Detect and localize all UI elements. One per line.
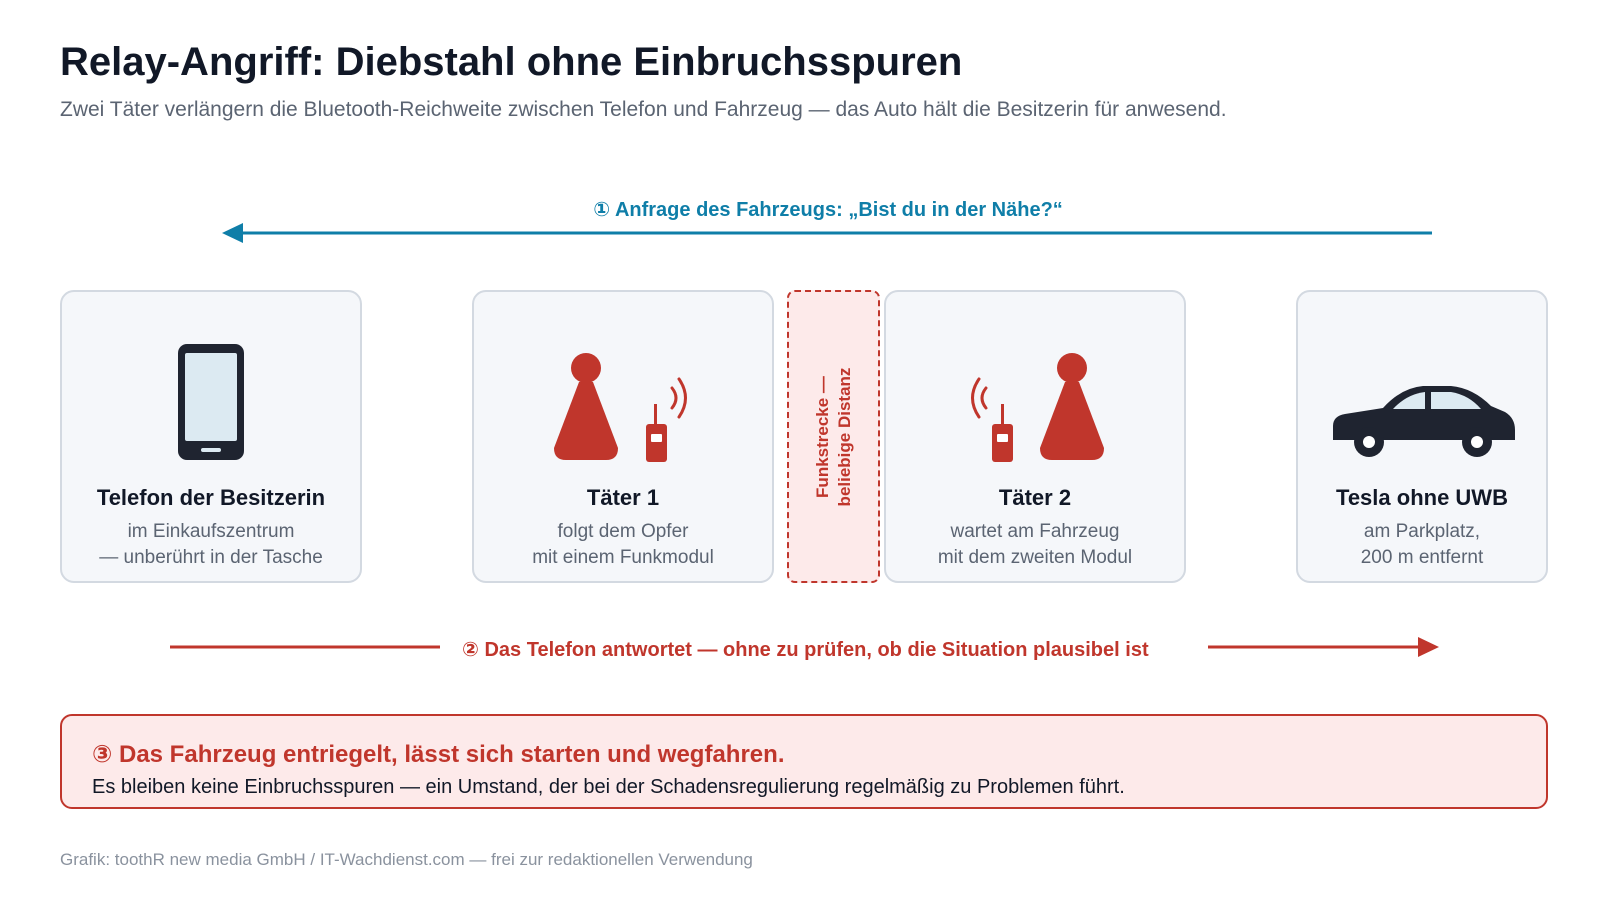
radio-module-icon xyxy=(992,404,1013,462)
phone-card-title: Telefon der Besitzerin xyxy=(96,485,326,510)
radio-module-icon xyxy=(646,404,667,462)
attacker1-card-line2: mit einem Funkmodul xyxy=(532,547,714,568)
car-card-title: Tesla ohne UWB xyxy=(1336,485,1508,510)
result-box: ③ Das Fahrzeug entriegelt, lässt sich st… xyxy=(60,714,1548,809)
car-card: Tesla ohne UWB am Parkplatz, 200 m entfe… xyxy=(1296,290,1548,583)
signal-waves-icon xyxy=(971,377,988,419)
response-flow-label: ② Das Telefon antwortet — ohne zu prüfen… xyxy=(462,639,1149,661)
relay-label-line1: Funkstrecke — xyxy=(812,375,832,498)
attacker1-card: Täter 1 folgt dem Opfer mit einem Funkmo… xyxy=(472,290,774,583)
response-arrow xyxy=(170,637,1439,657)
attacker2-card-title: Täter 2 xyxy=(998,485,1072,510)
page-title: Relay-Angriff: Diebstahl ohne Einbruchss… xyxy=(60,40,963,84)
attacker2-card-line1: wartet am Fahrzeug xyxy=(950,521,1120,542)
signal-waves-icon xyxy=(670,377,687,419)
car-icon xyxy=(1298,342,1546,462)
attacker2-card: Täter 2 wartet am Fahrzeug mit dem zweit… xyxy=(884,290,1186,583)
attacker-with-radio-icon xyxy=(886,342,1184,462)
smartphone-icon xyxy=(62,342,360,462)
phone-card-line1: im Einkaufszentrum xyxy=(127,521,295,542)
result-title: ③ Das Fahrzeug entriegelt, lässt sich st… xyxy=(92,741,785,768)
request-arrow xyxy=(222,223,1432,243)
result-text: Es bleiben keine Einbruchsspuren — ein U… xyxy=(92,776,1125,798)
relay-channel-label: Funkstrecke — beliebige Distanz xyxy=(812,367,856,506)
phone-card-line2: — unberührt in der Tasche xyxy=(99,547,323,568)
car-card-line2: 200 m entfernt xyxy=(1360,547,1484,568)
attacker1-card-title: Täter 1 xyxy=(586,485,660,510)
person-icon xyxy=(554,353,618,460)
attacker-with-radio-icon xyxy=(474,342,772,462)
relay-channel: Funkstrecke — beliebige Distanz xyxy=(787,290,880,583)
phone-card: Telefon der Besitzerin im Einkaufszentru… xyxy=(60,290,362,583)
request-flow-label: ① Anfrage des Fahrzeugs: „Bist du in der… xyxy=(593,199,1063,221)
car-card-line1: am Parkplatz, xyxy=(1363,521,1481,542)
footer-credit: Grafik: toothR new media GmbH / IT-Wachd… xyxy=(60,850,753,869)
relay-label-line2: beliebige Distanz xyxy=(834,367,854,506)
page-subtitle: Zwei Täter verlängern die Bluetooth-Reic… xyxy=(60,98,1227,121)
attacker2-card-line2: mit dem zweiten Modul xyxy=(937,547,1133,568)
person-icon xyxy=(1040,353,1104,460)
attacker1-card-line1: folgt dem Opfer xyxy=(557,521,689,542)
